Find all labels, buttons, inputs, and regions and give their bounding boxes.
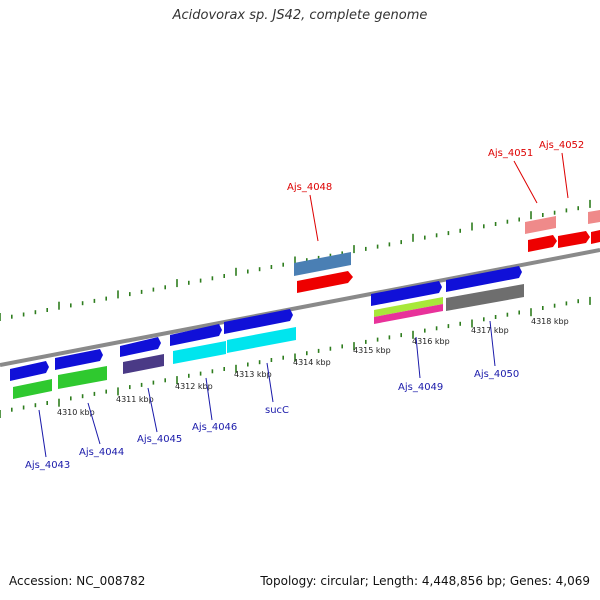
label-ajs-4048[interactable]: Ajs_4048 [287,182,332,193]
kbp-label: 4315 kbp [353,346,391,355]
gene-ajs-4046[interactable] [170,324,222,346]
rna-ajs-4045[interactable] [123,354,164,374]
label-ajs-4049[interactable]: Ajs_4049 [398,382,443,393]
rna-ajs-4049-b[interactable] [374,304,443,324]
gene-ajs-4050[interactable] [446,266,522,292]
gene-labels: Ajs_4048 Ajs_4051 Ajs_4052 Ajs_4043 Ajs_… [25,140,584,471]
gene-ajs-4044[interactable] [55,349,103,370]
label-ajs-4052[interactable]: Ajs_4052 [539,140,584,151]
kbp-label: 4316 kbp [412,337,450,346]
gene-ajs-4048-a[interactable] [294,252,351,276]
gene-ajs-4053-b[interactable] [591,230,600,244]
gene-ajs-4043[interactable] [10,361,49,381]
genome-summary-text: Topology: circular; Length: 4,448,856 bp… [260,574,590,588]
gene-ajs-4051-a[interactable] [525,216,556,234]
gene-succ[interactable] [224,309,293,334]
gene-ajs-4053-a[interactable] [588,210,600,224]
leader-ajs-4044 [87,402,101,445]
rna-ajs-4049-a[interactable] [374,297,443,317]
tick-track-bottom [0,296,591,418]
leader-lines [38,152,569,458]
leader-succ [266,362,274,403]
kbp-label: 4314 kbp [293,358,331,367]
kbp-label: 4317 kbp [471,326,509,335]
gene-ajs-4048-b[interactable] [297,271,353,293]
genome-title: Acidovorax sp. JS42, complete genome [172,8,428,23]
leader-ajs-4046 [205,377,213,421]
rna-ajs-4043[interactable] [13,379,52,399]
tick-track-top [0,199,591,321]
label-ajs-4043[interactable]: Ajs_4043 [25,460,70,471]
leader-ajs-4050 [489,320,496,367]
leader-ajs-4052 [561,152,569,199]
gene-ajs-4049[interactable] [371,281,442,306]
label-ajs-4051[interactable]: Ajs_4051 [488,148,533,159]
kbp-labels: 4310 kbp 4311 kbp 4312 kbp 4313 kbp 4314… [57,317,569,417]
accession-text: Accession: NC_008782 [9,574,146,588]
label-ajs-4046[interactable]: Ajs_4046 [192,422,237,433]
kbp-label: 4313 kbp [234,370,272,379]
leader-ajs-4045 [147,387,158,433]
leader-ajs-4043 [38,409,47,458]
leader-ajs-4049 [415,336,421,379]
kbp-label: 4318 kbp [531,317,569,326]
leader-ajs-4048 [309,194,319,242]
rna-ajs-4046[interactable] [173,341,226,364]
label-ajs-4045[interactable]: Ajs_4045 [137,434,182,445]
rna-succ[interactable] [227,327,296,353]
feature-track [10,210,600,399]
genome-backbone [0,248,600,367]
leader-ajs-4051 [513,160,538,204]
kbp-label: 4310 kbp [57,408,95,417]
label-ajs-4044[interactable]: Ajs_4044 [79,447,124,458]
label-succ[interactable]: sucC [265,405,289,416]
rna-ajs-4044[interactable] [58,366,107,389]
gene-ajs-4051-b[interactable] [528,235,557,252]
gene-ajs-4052[interactable] [558,231,590,248]
gene-ajs-4045[interactable] [120,337,161,357]
rna-ajs-4050[interactable] [446,284,524,311]
kbp-label: 4312 kbp [175,382,213,391]
kbp-label: 4311 kbp [116,395,154,404]
label-ajs-4050[interactable]: Ajs_4050 [474,369,519,380]
